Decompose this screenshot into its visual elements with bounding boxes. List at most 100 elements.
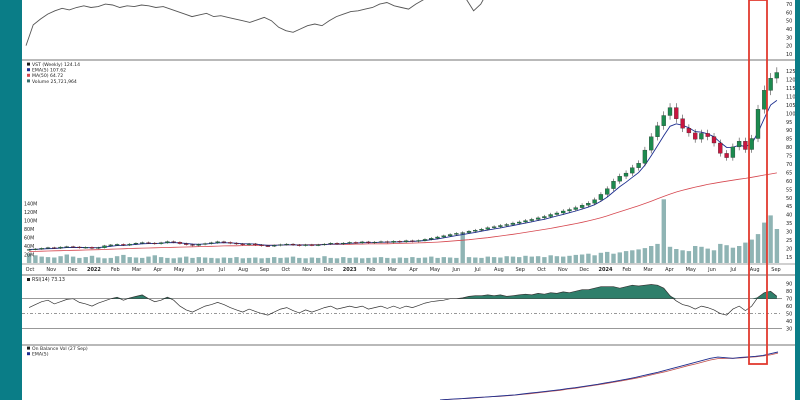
x-tick-label: Aug [750, 267, 760, 273]
candle-body [674, 107, 679, 119]
candle-body [334, 243, 340, 245]
volume-bar [667, 246, 673, 263]
volume-bar [240, 258, 245, 263]
candle-body [77, 246, 82, 248]
candle-body [523, 220, 528, 223]
candle-body [586, 203, 591, 206]
x-tick-label: Dec [68, 267, 78, 273]
volume-bar [510, 256, 516, 263]
volume-bar [391, 258, 396, 263]
volume-bar [479, 257, 484, 263]
price-tick-label: 105 [786, 103, 796, 109]
volume-bar [573, 254, 578, 263]
volume-bar [674, 249, 679, 263]
candle-body [52, 247, 57, 249]
candle-body [724, 153, 729, 158]
volume-tick-label: 60M [24, 236, 34, 242]
volume-bar [422, 257, 428, 263]
volume-bar [730, 247, 736, 263]
candle-body [649, 136, 654, 151]
candle-body [466, 231, 472, 233]
candle-body [542, 216, 547, 219]
volume-bar [466, 257, 472, 263]
candle-body [623, 172, 629, 177]
top-indicator-tick-label: 60 [786, 10, 792, 16]
volume-bar [523, 255, 528, 263]
candle-body [567, 209, 572, 212]
candle-body [755, 109, 761, 139]
volume-bar [202, 257, 208, 263]
candle-body [630, 167, 635, 174]
volume-bar [755, 234, 761, 263]
price-tick-label: 70 [786, 162, 792, 168]
volume-tick-label: 20M [24, 253, 34, 259]
price-tick-label: 65 [786, 170, 792, 176]
candle-body [165, 241, 170, 243]
frame-edge-right [795, 0, 800, 400]
candle-body [605, 188, 610, 195]
volume-bar [146, 256, 151, 263]
rsi-tick-label: 70 [786, 297, 792, 303]
price-tick-label: 85 [786, 137, 792, 143]
x-tick-label: Sep [771, 267, 780, 273]
volume-bar [561, 256, 566, 263]
volume-bar [605, 251, 610, 263]
volume-bar [642, 248, 648, 263]
x-tick-label: Jun [707, 267, 716, 273]
candle-body [70, 246, 76, 248]
frame-edge-left [0, 0, 22, 400]
x-tick-label: Mar [388, 267, 398, 273]
candle-body [479, 229, 484, 231]
price-tick-label: 35 [786, 221, 792, 227]
volume-bar [39, 256, 44, 263]
candle-body [680, 118, 685, 129]
volume-bar [366, 257, 371, 263]
candle-body [736, 141, 742, 148]
candle-body [297, 244, 302, 246]
volume-bar [284, 257, 289, 263]
volume-bar [322, 256, 327, 263]
volume-bar [272, 257, 277, 263]
volume-bar [410, 257, 415, 263]
candle-body [372, 241, 377, 244]
volume-bar [598, 252, 604, 263]
candle-body [121, 244, 126, 246]
x-tick-label: Apr [665, 267, 675, 273]
candle-body [730, 146, 736, 158]
price-tick-label: 120 [786, 78, 796, 84]
candle-body [215, 241, 220, 243]
volume-bar [529, 256, 534, 263]
x-tick-label: Apr [409, 267, 419, 273]
x-tick-label: Dec [324, 267, 334, 273]
top-indicator-tick-label: 20 [786, 44, 792, 50]
candle-body [290, 243, 296, 246]
x-tick-label: Feb [367, 267, 376, 273]
volume-bar [121, 254, 126, 263]
volume-bar [253, 257, 258, 263]
candle-body [146, 242, 151, 244]
candle-body [441, 235, 446, 238]
volume-bar [686, 251, 692, 263]
candle-body [209, 242, 214, 244]
candle-body [592, 199, 597, 204]
candle-body [385, 241, 390, 243]
candle-body [366, 241, 371, 243]
candle-body [705, 133, 710, 137]
legend-swatch [27, 278, 30, 281]
x-tick-label: Apr [154, 267, 164, 273]
x-tick-label: Jul [729, 267, 736, 273]
obv-legend-entry: EMA(5) [32, 352, 49, 358]
volume-tick-label: 100M [24, 219, 37, 225]
volume-bar [372, 257, 377, 263]
candle-body [272, 245, 277, 247]
volume-bar [611, 253, 616, 263]
volume-bar [567, 255, 572, 263]
candle-body [661, 115, 666, 126]
candle-body [617, 176, 622, 182]
candle-body [642, 149, 648, 164]
price-tick-label: 40 [786, 213, 792, 219]
candle-body [26, 249, 32, 251]
volume-bar [127, 257, 132, 263]
price-legend-entry: Volume 25,721,964 [32, 79, 77, 85]
volume-bar [517, 257, 522, 263]
